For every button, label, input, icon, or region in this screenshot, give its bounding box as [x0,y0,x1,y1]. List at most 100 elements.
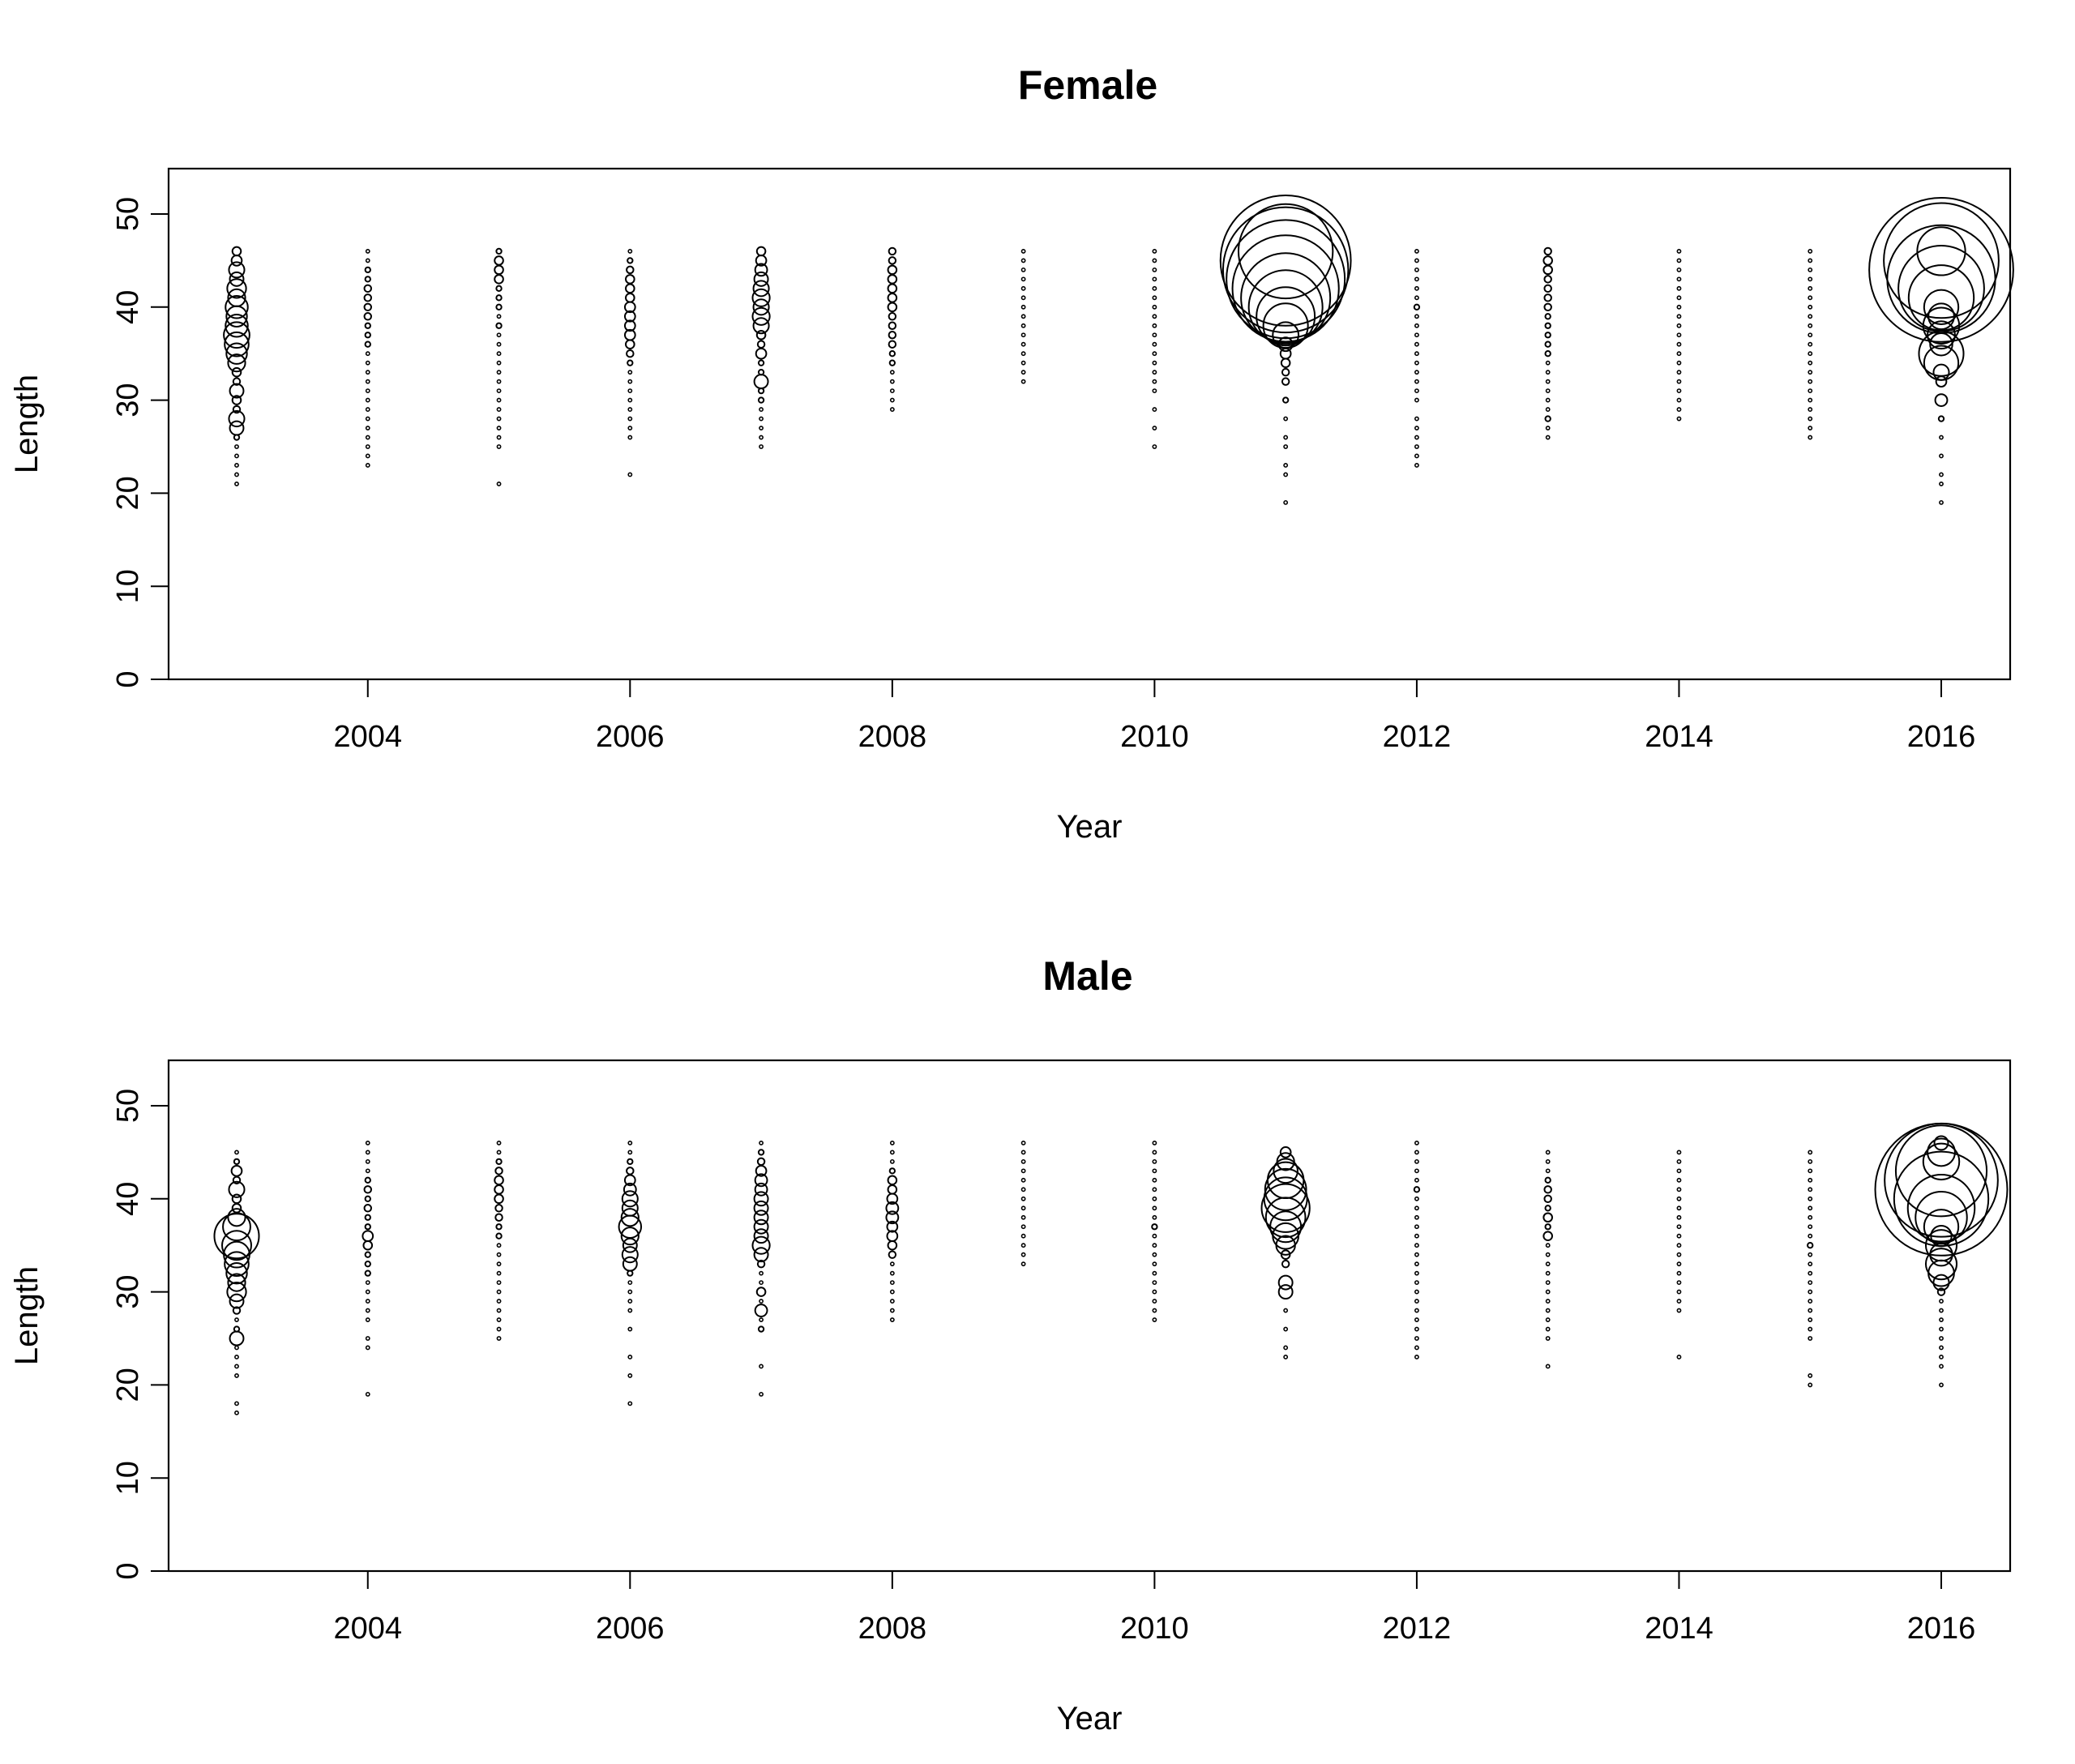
bubble-point [1808,258,1813,263]
bubble-point [753,1191,769,1207]
bubble-point [231,246,242,257]
bubble-point [1414,1326,1419,1332]
bubble-point [1808,379,1813,384]
bubble-point [1676,360,1682,366]
bubble-point [364,1195,371,1202]
bubble-series-2012 [1413,249,1421,468]
bubble-point [889,1299,895,1304]
bubble-point [495,247,503,255]
bubble-point [1808,276,1813,282]
bubble-point [754,1182,768,1197]
bubble-point [1020,304,1026,310]
panel-title-male: Male [1042,953,1132,999]
bubble-point [1414,1345,1419,1351]
bubble-point [759,435,764,440]
bubble-point [753,271,769,287]
bubble-series-2007 [751,1141,771,1397]
bubble-point [362,1230,374,1243]
bubble-point [365,351,370,357]
bubble-point [888,340,897,349]
y-tick-label: 50 [111,197,145,231]
bubble-point [1152,1243,1157,1248]
bubble-point [751,306,771,326]
bubble-point [1676,314,1682,319]
bubble-point [623,328,636,341]
bubble-point [1283,1345,1289,1351]
bubble-point [365,388,370,394]
bubble-point [234,444,239,449]
bubble-point [495,294,503,302]
bubble-point [1545,1252,1551,1257]
bubble-point [1939,1326,1944,1332]
bubble-point [1676,332,1682,338]
x-axis: 2004 2006 2008 2010 2012 2014 2016 [333,1570,1976,1646]
bubble-point [759,1391,764,1397]
bubble-point [1414,453,1419,459]
bubble-point [496,435,502,440]
bubble-point [1676,267,1682,272]
bubble-point [496,1150,502,1155]
bubble-point [1414,285,1419,291]
bubble-point [1939,1308,1944,1313]
bubble-point [888,256,897,265]
bubble-point [1676,1289,1682,1295]
bubble-point [757,1325,765,1333]
bubble-series-2006 [623,249,636,477]
bubble-point [365,370,370,375]
bubble-point [1263,1176,1308,1222]
bubble-point [759,1364,764,1369]
bubble-point [1020,323,1026,328]
bubble-point [1283,1355,1289,1359]
bubble-series-2013 [1542,246,1553,440]
bubble-point [1414,332,1419,338]
bubble-point [1414,416,1419,422]
bubble-point [1939,1364,1944,1369]
bubble-point [365,1168,370,1174]
bubble-point [1414,1336,1419,1341]
bubble-point [1808,351,1813,357]
bubble-point [751,1235,771,1255]
x-tick-label: 2014 [1645,720,1713,754]
bubble-point [1264,1167,1307,1211]
bubble-point [231,366,242,378]
bubble-point [224,331,250,358]
bubble-point [225,1261,248,1285]
bubble-point [365,258,370,263]
bubble-point [1808,426,1813,430]
x-tick-label: 2016 [1907,720,1976,754]
bubble-point [1152,426,1157,430]
bubble-point [1808,1233,1813,1239]
bubble-point [1808,1187,1813,1192]
bubble-point [889,1308,895,1313]
bubble-point [496,379,502,384]
bubble-series-2011 [1219,194,1352,505]
bubble-point [1544,313,1551,320]
bubble-point [1545,426,1551,430]
bubble-point [1281,1259,1290,1269]
bubble-point [620,1208,640,1227]
bubble-point [496,1141,502,1145]
bubble-point [496,1299,502,1304]
bubble-point [1543,275,1552,284]
bubble-point [227,1208,246,1227]
bubble-point [1414,463,1419,468]
bubble-point [627,407,633,412]
x-tick-label: 2016 [1907,1612,1976,1646]
bubble-point [496,1317,502,1322]
bubble-point [1808,1196,1813,1201]
bubble-point [755,329,767,340]
bubble-point [224,1251,250,1277]
bubble-point [1152,295,1157,301]
bubble-point [627,1401,633,1406]
x-tick-label: 2010 [1120,720,1189,754]
bubble-point [1020,1243,1026,1248]
bubble-point [496,1308,502,1313]
bubble-point [1020,370,1026,375]
bubble-point [1414,1205,1419,1211]
bubble-point [364,1223,371,1231]
bubble-point [759,407,764,412]
bubble-point [759,426,764,430]
bubble-point [234,1150,239,1155]
